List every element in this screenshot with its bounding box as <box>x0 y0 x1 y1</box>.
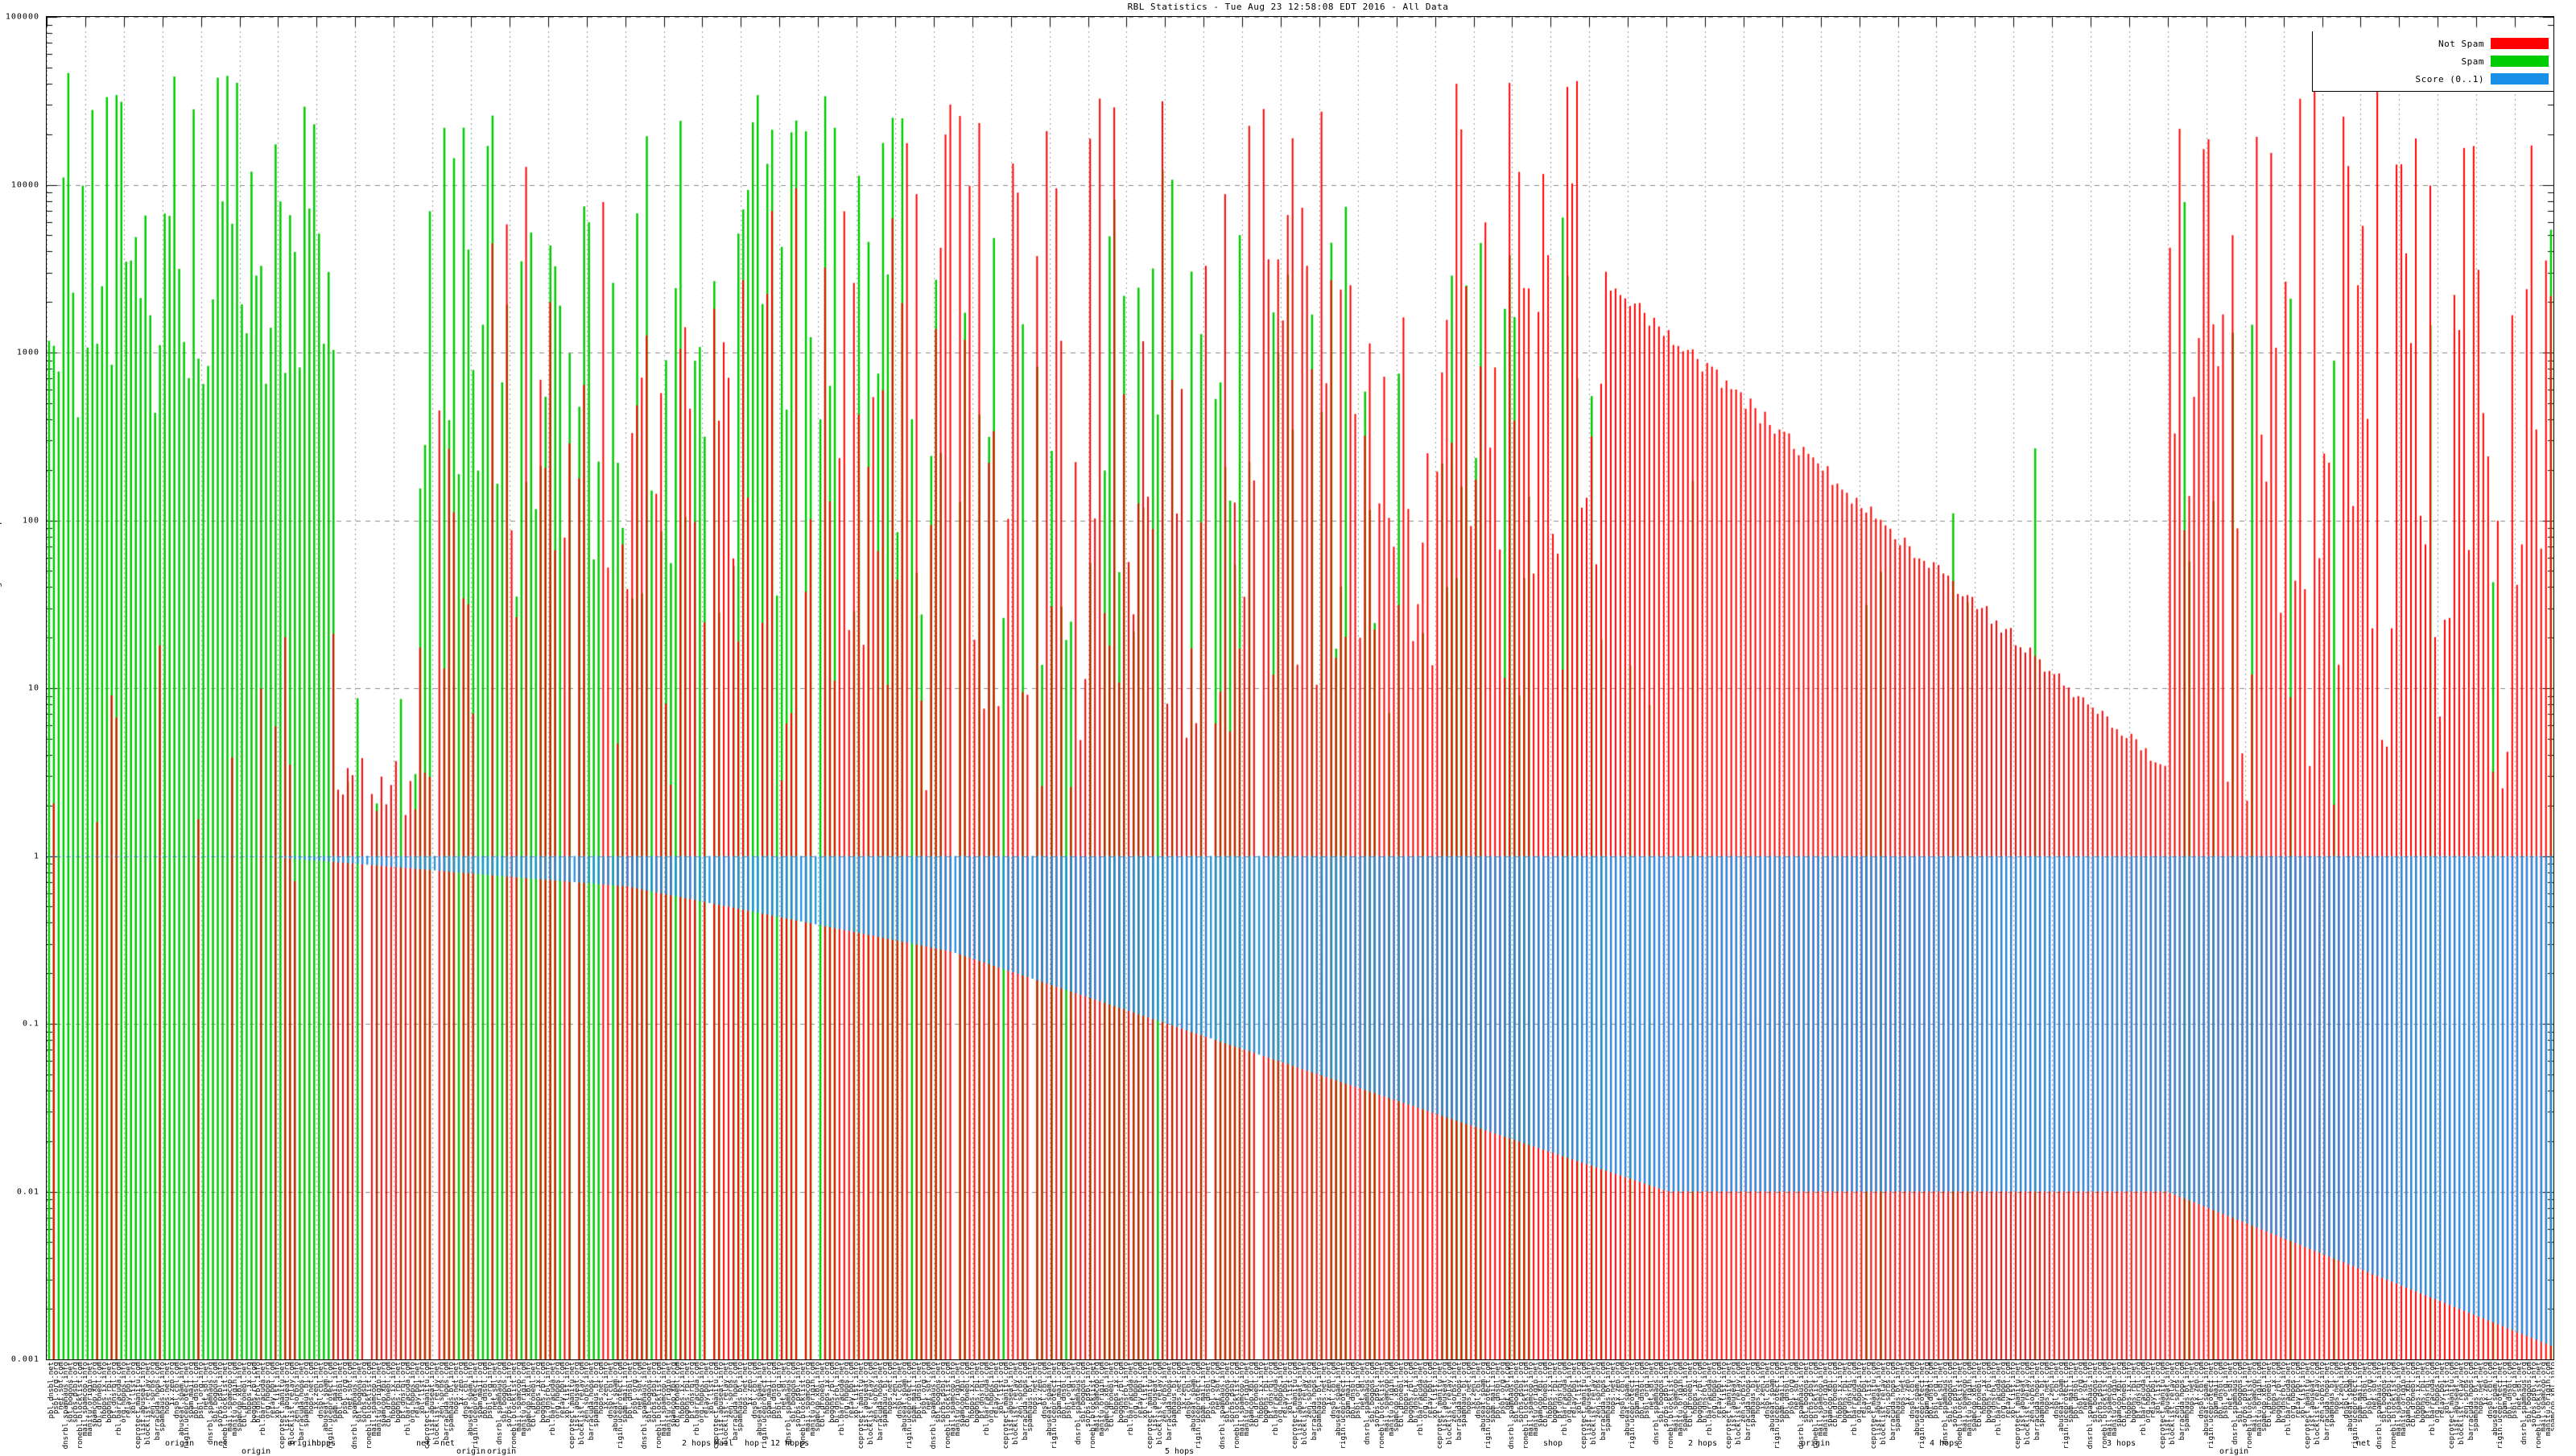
x-axis-footnote-1: net <box>213 1439 229 1448</box>
legend-label-not-spam: Not Spam <box>2438 38 2484 49</box>
legend: Not Spam Spam Score (0..1) <box>2312 31 2553 92</box>
legend-swatch-spam <box>2491 56 2549 67</box>
x-axis-footnote-14: shop <box>1543 1439 1563 1448</box>
y-axis-label-2: 1000 <box>16 348 39 357</box>
x-axis-footnote-6: net <box>440 1439 456 1448</box>
x-axis-footnotes: origin net origin origin hbpps net net origin or… <box>46 1362 2554 1456</box>
x-axis-footnote-4: hbpps <box>312 1439 336 1448</box>
x-axis-footnote-5: net <box>416 1439 431 1448</box>
y-axis-label-1: 10000 <box>10 180 39 189</box>
y-axis-label-3: 100 <box>22 516 39 525</box>
y-axis-label-7: 0.01 <box>16 1187 39 1196</box>
chart-title: RBL Statistics - Tue Aug 23 12:58:08 EDT… <box>1127 2 1449 12</box>
y-axis-tick-labels: 100000 10000 1000 100 10 1 0.1 0.01 0.001 <box>0 12 44 1364</box>
x-axis-footnote-9: 2 hops <box>682 1439 712 1448</box>
x-axis-footnote-12: 12 hbpps <box>770 1439 810 1448</box>
y-axis-label-8: 0.001 <box>10 1355 39 1364</box>
y-axis-label-0: 100000 <box>5 12 39 22</box>
bars-layer <box>47 17 2553 1359</box>
x-axis-footnote-11: hop <box>745 1439 760 1448</box>
legend-item-score: Score (0..1) <box>2313 70 2552 88</box>
y-axis-label-5: 1 <box>33 852 39 860</box>
x-axis-footnote-15: 2 hops <box>1688 1439 1718 1448</box>
legend-label-spam: Spam <box>2461 56 2484 67</box>
x-axis-footnote-17: 4 hops <box>1930 1439 1959 1448</box>
y-axis-label-6: 0.1 <box>22 1019 39 1029</box>
legend-swatch-not-spam <box>2491 38 2549 49</box>
x-axis-footnote-20: net <box>2356 1439 2372 1448</box>
legend-swatch-score <box>2491 73 2549 85</box>
x-axis-footnote-18: 3 hops <box>2107 1439 2136 1448</box>
x-axis-footnote-16: origin <box>1801 1439 1831 1448</box>
x-axis-footnote-3: origin <box>287 1439 317 1448</box>
legend-label-score: Score (0..1) <box>2415 73 2484 85</box>
legend-item-spam: Spam <box>2313 52 2552 70</box>
y-axis-label-4: 10 <box>27 683 39 693</box>
x-axis-footnote-0: origin <box>165 1439 195 1448</box>
x-axis-footnote-10: Mail <box>714 1439 734 1448</box>
legend-item-not-spam: Not Spam <box>2313 35 2552 52</box>
plot-area: Not Spam Spam Score (0..1) <box>46 16 2554 1360</box>
y-axis-title: Message Count or Spam Score <box>0 481 2 612</box>
